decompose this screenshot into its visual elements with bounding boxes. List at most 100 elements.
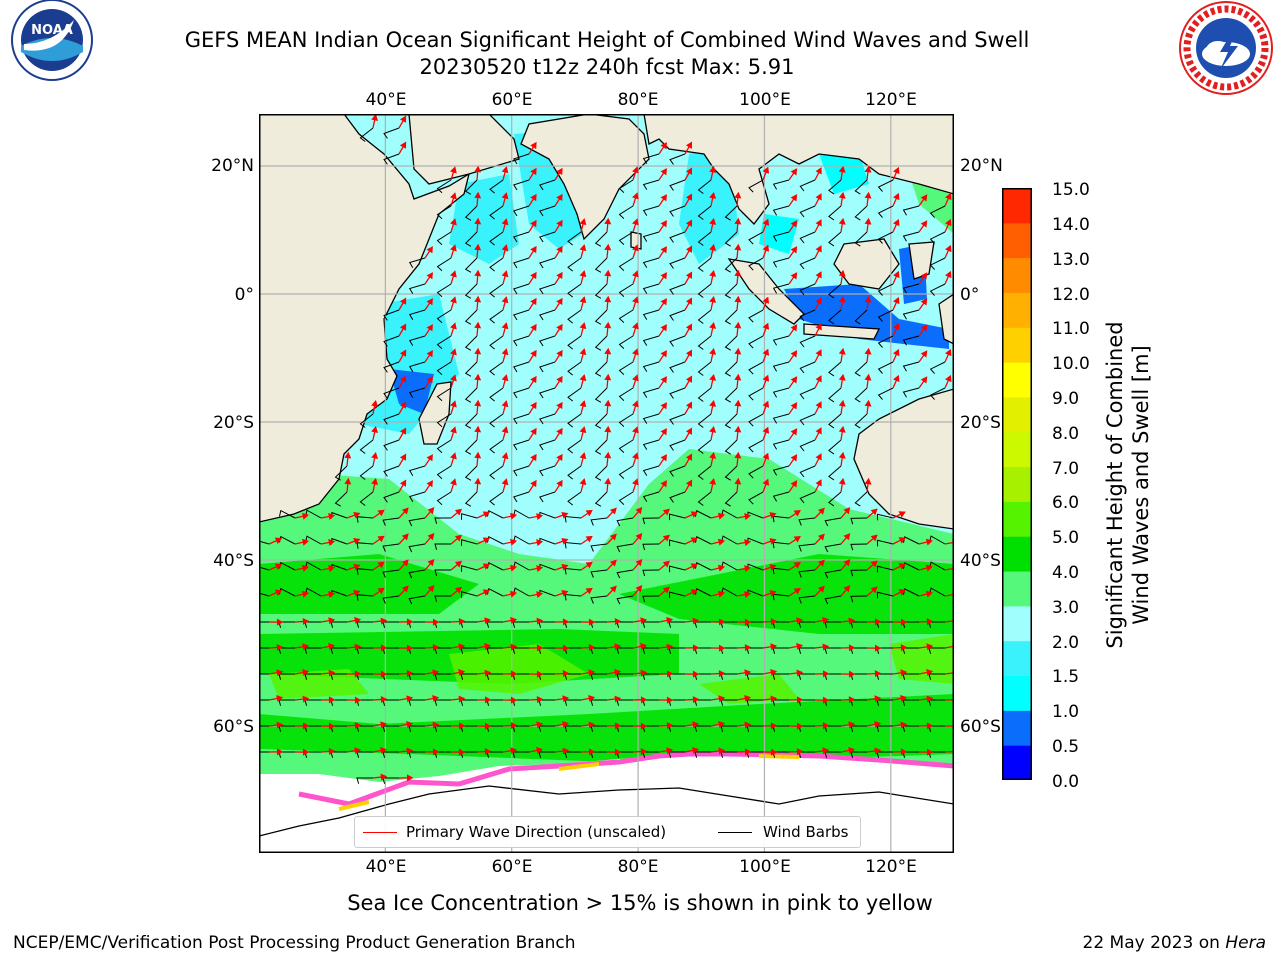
wave-arrow-head — [604, 295, 612, 303]
wave-arrow-head — [718, 695, 726, 703]
wave-arrow-head — [328, 669, 336, 677]
wind-barb — [828, 179, 842, 195]
wind-barb — [618, 465, 634, 479]
colorbar-tick: 14.0 — [1052, 215, 1090, 235]
colorbar-segment — [1002, 675, 1032, 711]
wave-arrow-head — [530, 479, 537, 488]
wave-arrow-head — [744, 748, 752, 756]
wave-arrow-head — [843, 559, 851, 567]
wind-barb — [876, 513, 894, 521]
colorbar-segment — [1002, 605, 1032, 642]
lon-tick-bottom-80e: 80°E — [617, 857, 659, 877]
wave-arrow-head — [762, 374, 770, 382]
wind-barb — [590, 543, 608, 552]
wave-arrow-head — [864, 347, 872, 355]
wave-arrow-head — [328, 539, 336, 546]
wave-arrow-head — [666, 722, 674, 730]
wave-arrow-head — [945, 270, 952, 279]
wave-arrow-head — [632, 296, 639, 304]
wave-arrow-head — [604, 217, 612, 225]
wave-arrow-head — [579, 322, 587, 330]
wave-arrow-head — [790, 428, 798, 436]
wind-barb — [539, 309, 556, 321]
wave-arrow-head — [579, 452, 587, 460]
wave-arrow-head — [796, 748, 804, 756]
wind-barb — [799, 361, 816, 374]
colorbar-tick: 0.0 — [1052, 772, 1080, 792]
wind-barb — [824, 517, 842, 527]
wave-direction-legend-line — [363, 832, 397, 833]
wind-barb — [408, 595, 426, 605]
wave-arrow-head — [353, 564, 361, 571]
wave-arrow-head — [450, 296, 457, 304]
wave-arrow-head — [635, 559, 643, 567]
wave-arrow-head — [536, 565, 544, 572]
colorbar-tick: 2.0 — [1052, 633, 1080, 653]
wave-arrow-head — [793, 562, 801, 569]
wind-barb — [616, 543, 634, 553]
wind-barb — [724, 283, 738, 299]
wave-arrow-head — [685, 193, 693, 201]
wind-barb — [513, 153, 530, 165]
wave-arrow — [944, 567, 954, 571]
wave-arrow-head — [501, 348, 509, 356]
wind-barb — [902, 205, 920, 216]
wind-barb — [850, 569, 868, 577]
wind-barb — [799, 465, 816, 478]
colorbar-tick: 4.0 — [1052, 563, 1080, 583]
wave-arrow-head — [734, 347, 742, 355]
wave-arrow-head — [685, 271, 693, 279]
wave-arrow-head — [925, 590, 933, 598]
wave-arrow-head — [501, 270, 509, 278]
wave-arrow-head — [530, 271, 537, 280]
wave-arrow-head — [401, 533, 409, 541]
wind-barb — [902, 335, 920, 346]
wind-barb — [382, 569, 400, 578]
wind-barb — [383, 387, 400, 399]
wind-barb — [877, 309, 894, 322]
wave-arrow — [944, 672, 954, 675]
wave-arrow-head — [604, 269, 612, 277]
wave-arrow — [944, 541, 954, 545]
wind-barb — [489, 309, 504, 324]
wave-arrow-head — [632, 452, 639, 460]
wind-barb — [697, 413, 712, 428]
madagascar — [418, 381, 452, 445]
wind-barb — [669, 153, 686, 165]
wave-arrow-head — [377, 509, 385, 517]
wind-barb — [464, 231, 478, 247]
wave-arrow-head — [328, 643, 336, 650]
wave-arrow-head — [744, 513, 752, 520]
map-legend: Primary Wave Direction (unscaled) Wind B… — [354, 816, 861, 848]
wind-barb — [850, 517, 868, 525]
wave-arrow-head — [632, 478, 639, 486]
wave-arrow-head — [744, 695, 752, 702]
wind-barb — [434, 569, 451, 576]
wave-arrow-head — [276, 618, 284, 626]
wind-barb — [772, 491, 790, 502]
wave-arrow-head — [926, 618, 934, 626]
wave-arrow-head — [762, 322, 770, 330]
wave-arrow-head — [709, 347, 717, 355]
wind-barb — [513, 491, 530, 503]
wave-arrow-head — [769, 512, 777, 519]
wind-barb — [642, 179, 660, 190]
wind-barb — [334, 465, 348, 481]
wave-arrow-head — [790, 376, 798, 384]
wind-barb — [642, 231, 660, 242]
wind-barb — [669, 491, 686, 503]
wave-arrow-head — [399, 479, 407, 487]
wind-barb — [594, 413, 608, 429]
wave-arrow-head — [864, 399, 872, 407]
wave-arrow-head — [556, 427, 563, 436]
wind-barb — [464, 309, 478, 325]
wave-arrow-head — [371, 114, 379, 121]
wave-arrow-head — [692, 644, 700, 652]
wave-arrow-head — [426, 376, 433, 384]
wave-arrow-head — [843, 533, 851, 541]
wave-arrow-head — [874, 644, 882, 652]
wave-arrow-head — [640, 617, 648, 625]
wave-arrow-head — [328, 722, 336, 730]
wave-arrow — [944, 620, 954, 623]
wind-barb — [594, 257, 608, 273]
